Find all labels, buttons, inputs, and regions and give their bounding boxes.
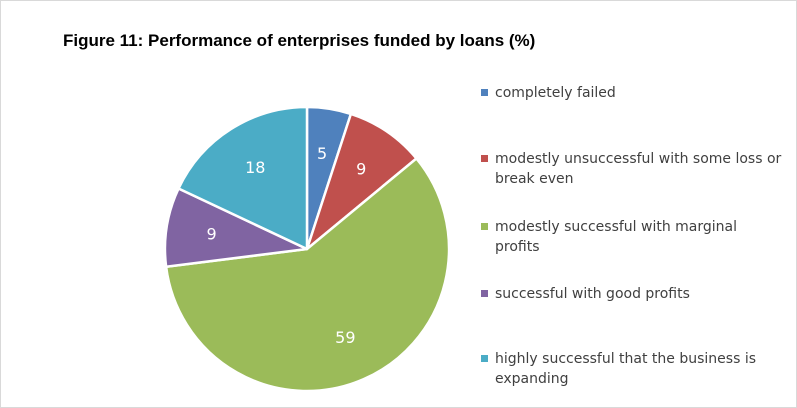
legend-label: completely failed [495, 85, 616, 101]
chart-title: Figure 11: Performance of enterprises fu… [63, 31, 536, 50]
pie-slice [164, 157, 451, 393]
legend-label: modestly unsuccessful with some loss or … [495, 151, 782, 187]
legend-swatch [481, 223, 488, 230]
legend-label: modestly successful with marginal profit… [495, 219, 738, 255]
slice-value-label: 9 [356, 160, 366, 179]
pie-slice [177, 105, 309, 251]
slice-value-label: 9 [207, 224, 217, 243]
legend-swatch [481, 155, 488, 162]
pie-slice [163, 187, 309, 269]
slice-value-label: 59 [335, 328, 355, 347]
legend-label: successful with good profits [495, 286, 690, 302]
slice-value-label: 5 [317, 144, 327, 163]
legend-swatch [481, 290, 488, 297]
legend-swatch [481, 355, 488, 362]
legend-swatch [481, 89, 488, 96]
slice-value-label: 18 [245, 158, 265, 177]
pie-slice [305, 112, 418, 251]
legend-label: highly successful that the business is e… [495, 351, 757, 387]
legend: completely failed modestly unsuccessful … [481, 1, 793, 407]
